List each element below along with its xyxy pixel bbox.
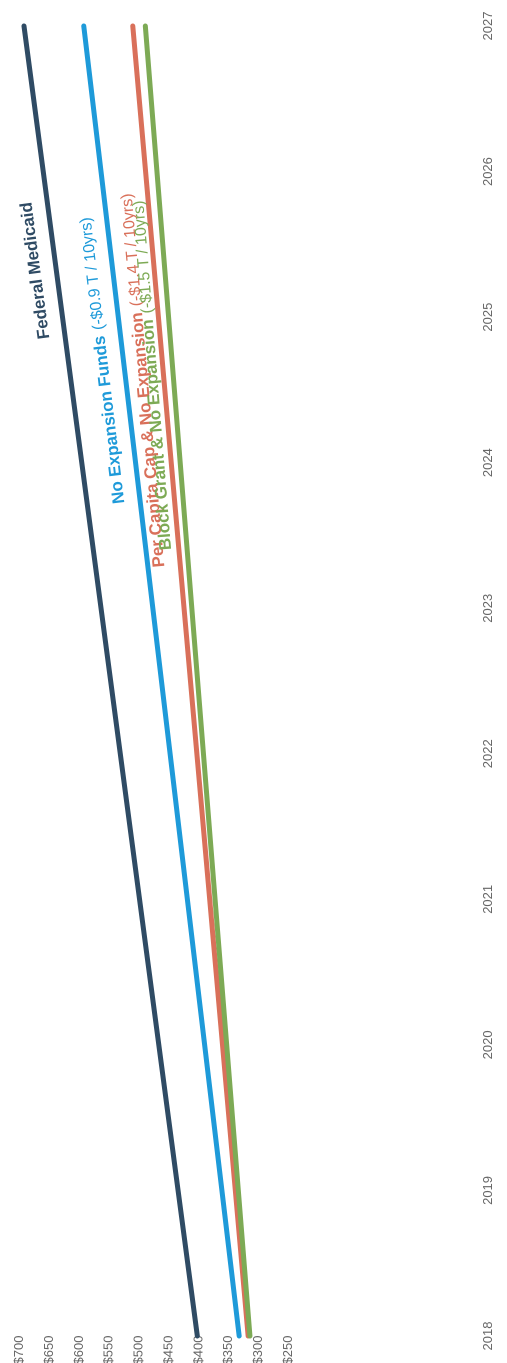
- y-tick-label: $350: [220, 1336, 235, 1363]
- y-tick-label: $250: [280, 1336, 295, 1363]
- y-tick-label: $550: [101, 1336, 116, 1363]
- y-axis-ticks: $250 $300 $350 $400 $450 $500 $550 $600 $650 $700: [11, 1336, 295, 1363]
- x-tick-label: 2018: [480, 1322, 495, 1351]
- y-tick-label: $400: [190, 1336, 205, 1363]
- x-tick-label: 2024: [480, 448, 495, 477]
- y-tick-label: $450: [160, 1336, 175, 1363]
- x-tick-label: 2026: [480, 157, 495, 186]
- y-tick-label: $300: [250, 1336, 265, 1363]
- x-tick-label: 2025: [480, 303, 495, 332]
- series-note: (-$0.9 T / 10yrs): [77, 216, 107, 330]
- x-tick-label: 2020: [480, 1030, 495, 1059]
- y-tick-label: $650: [41, 1336, 56, 1363]
- x-tick-label: 2027: [480, 12, 495, 41]
- y-tick-label: $500: [131, 1336, 146, 1363]
- y-tick-label: $600: [71, 1336, 86, 1363]
- x-tick-label: 2023: [480, 594, 495, 623]
- x-axis-ticks: 2018 2019 2020 2021 2022 2023 2024 2025 2026 2027: [480, 12, 495, 1351]
- series-lines: [21, 23, 253, 1339]
- series-line: [130, 23, 251, 1339]
- x-tick-label: 2019: [480, 1176, 495, 1205]
- series-line: [142, 23, 253, 1339]
- y-tick-label: $700: [11, 1336, 26, 1363]
- x-tick-label: 2022: [480, 739, 495, 768]
- series-line: [21, 23, 200, 1339]
- x-tick-label: 2021: [480, 885, 495, 914]
- series-line: [81, 23, 242, 1339]
